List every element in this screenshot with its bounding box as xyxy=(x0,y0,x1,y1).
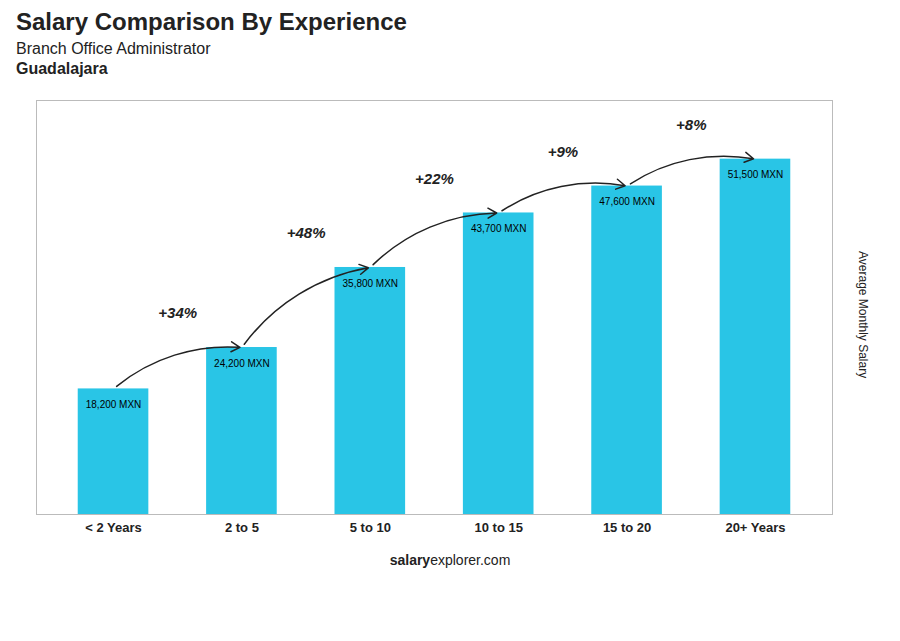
svg-text:18,200 MXN: 18,200 MXN xyxy=(86,399,142,410)
svg-text:24,200 MXN: 24,200 MXN xyxy=(214,358,270,369)
svg-text:47,600 MXN: 47,600 MXN xyxy=(599,196,655,207)
svg-text:51,500 MXN: 51,500 MXN xyxy=(728,169,784,180)
html-text:Branch Office Administrator: Branch Office Administrator xyxy=(16,40,211,57)
svg-text:20+ Years: 20+ Years xyxy=(725,520,785,535)
html-text:salary explorer.com: salary explorer.com xyxy=(389,552,511,568)
svg-text:+8%: +8% xyxy=(676,116,706,133)
svg-text:+22%: +22% xyxy=(415,170,454,187)
svg-text:15 to 20: 15 to 20 xyxy=(603,520,651,535)
svg-text:43,700 MXN: 43,700 MXN xyxy=(471,223,527,234)
html-text:Guadalajara: Guadalajara xyxy=(16,60,108,77)
svg-text:5 to 10: 5 to 10 xyxy=(350,520,391,535)
svg-text:35,800 MXN: 35,800 MXN xyxy=(343,278,399,289)
html-text:Average Monthly Salary: Average Monthly Salary xyxy=(856,251,870,379)
html-text:Salary Comparison By Experienc: Salary Comparison By Experience xyxy=(16,8,407,35)
svg-text:+48%: +48% xyxy=(287,224,326,241)
svg-text:< 2 Years: < 2 Years xyxy=(85,520,142,535)
svg-text:10 to 15: 10 to 15 xyxy=(474,520,522,535)
svg-text:2 to 5: 2 to 5 xyxy=(225,520,259,535)
svg-text:+9%: +9% xyxy=(548,143,578,160)
svg-text:+34%: +34% xyxy=(158,304,197,321)
